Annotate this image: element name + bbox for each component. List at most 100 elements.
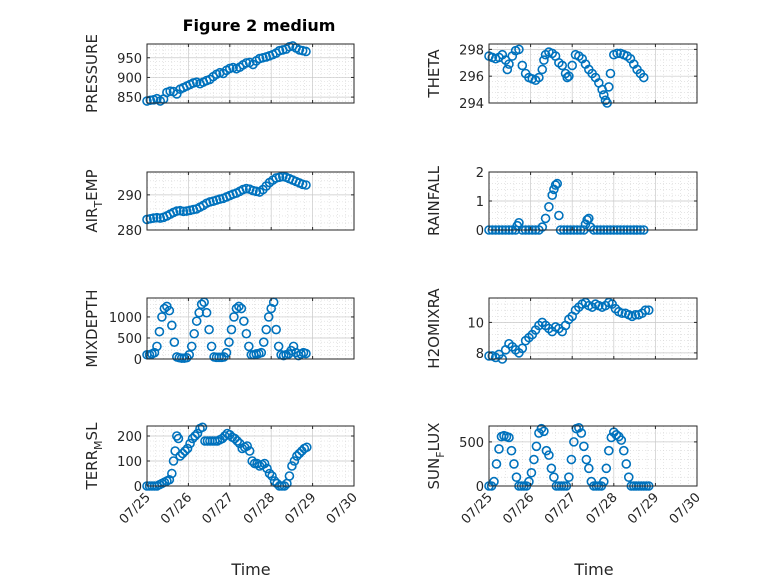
figure-title: Figure 2 medium [183, 16, 336, 35]
data-point [564, 472, 574, 482]
data-point [192, 428, 203, 439]
data-point [258, 337, 269, 347]
data-point [229, 312, 239, 322]
data-point [284, 471, 295, 481]
data-point [623, 472, 634, 482]
data-point [241, 328, 252, 339]
data-point [534, 72, 544, 83]
y-axis-label: RAINFALL [425, 165, 443, 236]
data-point [576, 428, 587, 438]
data-point [294, 448, 305, 459]
y-tick-label: 100 [117, 455, 142, 470]
y-axis-label: PRESSURE [83, 34, 101, 113]
data-point [190, 431, 200, 441]
x-tick-label: 07/27 [200, 490, 237, 527]
data-point [204, 324, 214, 335]
data-point [189, 328, 199, 339]
y-axis-label: THETA [425, 49, 443, 99]
x-tick-label: 07/27 [542, 490, 579, 527]
data-series-pressure [142, 41, 311, 106]
data-point [187, 433, 198, 444]
x-tick-label: 07/25 [459, 490, 496, 527]
data-point [517, 343, 528, 354]
data-point [159, 303, 170, 314]
panel-sunflux: 0 500 07/25 07/26 07/27 07/28 07/29 07/30 SUNFLU… [425, 423, 704, 528]
data-point [167, 320, 177, 331]
data-point [301, 46, 311, 57]
data-point [232, 436, 243, 446]
data-point [173, 433, 184, 444]
data-point [546, 463, 557, 474]
y-tick-label: 900 [117, 71, 142, 86]
data-point [616, 435, 627, 445]
data-point [229, 433, 240, 444]
data-point [256, 347, 267, 358]
axes-frame [488, 43, 698, 104]
data-point [584, 213, 594, 224]
data-series-terrmsl [142, 422, 312, 491]
y-tick-label: 296 [459, 70, 484, 85]
data-point [226, 324, 237, 335]
data-point [564, 71, 574, 81]
y-tick-label: 8 [476, 347, 484, 362]
data-point [621, 459, 632, 469]
data-point [172, 206, 182, 216]
data-point [148, 213, 159, 223]
x-tick-label: 07/30 [324, 490, 361, 527]
data-point [244, 341, 254, 352]
data-point [517, 60, 528, 71]
data-point [266, 303, 277, 314]
y-axis-label: SUNFLUX [425, 423, 447, 490]
data-point [152, 341, 162, 352]
data-point [217, 433, 228, 444]
data-point [617, 308, 627, 319]
y-tick-label: 0 [134, 353, 142, 368]
data-point [562, 72, 573, 83]
y-tick-label: 500 [117, 332, 142, 347]
data-point [514, 44, 524, 55]
data-point [494, 444, 504, 454]
data-point [540, 213, 551, 224]
data-point [574, 422, 584, 433]
y-tick-label: 280 [117, 224, 142, 239]
data-point [149, 347, 160, 358]
panel-mixdepth: 0 500 1000 MIXDEPTH [83, 289, 355, 368]
data-point [259, 458, 270, 469]
data-point [502, 64, 513, 75]
data-point [638, 72, 649, 83]
data-series-sunflux [484, 422, 654, 491]
data-point [604, 82, 614, 92]
data-point [178, 206, 189, 217]
data-point [581, 454, 592, 465]
data-point [604, 445, 614, 456]
y-tick-label: 200 [117, 430, 142, 445]
x-tick-label: 07/26 [158, 490, 195, 527]
y-axis-label: MIXDEPTH [83, 289, 101, 367]
y-tick-label: 1000 [109, 311, 142, 326]
data-point [206, 341, 217, 352]
data-point [301, 180, 311, 190]
data-point [247, 456, 257, 466]
axes-frame [146, 171, 355, 231]
data-series-airtemp [142, 171, 311, 225]
axes-frame [146, 297, 355, 360]
panel-pressure: 850 900 950 PRESSURE [83, 34, 355, 113]
data-point [191, 316, 202, 326]
data-point [531, 441, 542, 452]
data-point [186, 341, 197, 352]
data-point [601, 463, 612, 474]
data-point [566, 454, 577, 465]
data-point [273, 341, 284, 352]
data-point [292, 451, 302, 461]
data-point [244, 446, 255, 456]
data-point [544, 202, 554, 212]
data-point [289, 456, 300, 466]
data-point [612, 48, 622, 59]
data-point [539, 426, 549, 437]
data-point [169, 337, 180, 347]
data-point [567, 60, 578, 71]
data-point [287, 461, 297, 471]
x-tick-label: 07/25 [117, 490, 154, 527]
axes-frame [146, 43, 355, 104]
data-point [491, 459, 502, 469]
